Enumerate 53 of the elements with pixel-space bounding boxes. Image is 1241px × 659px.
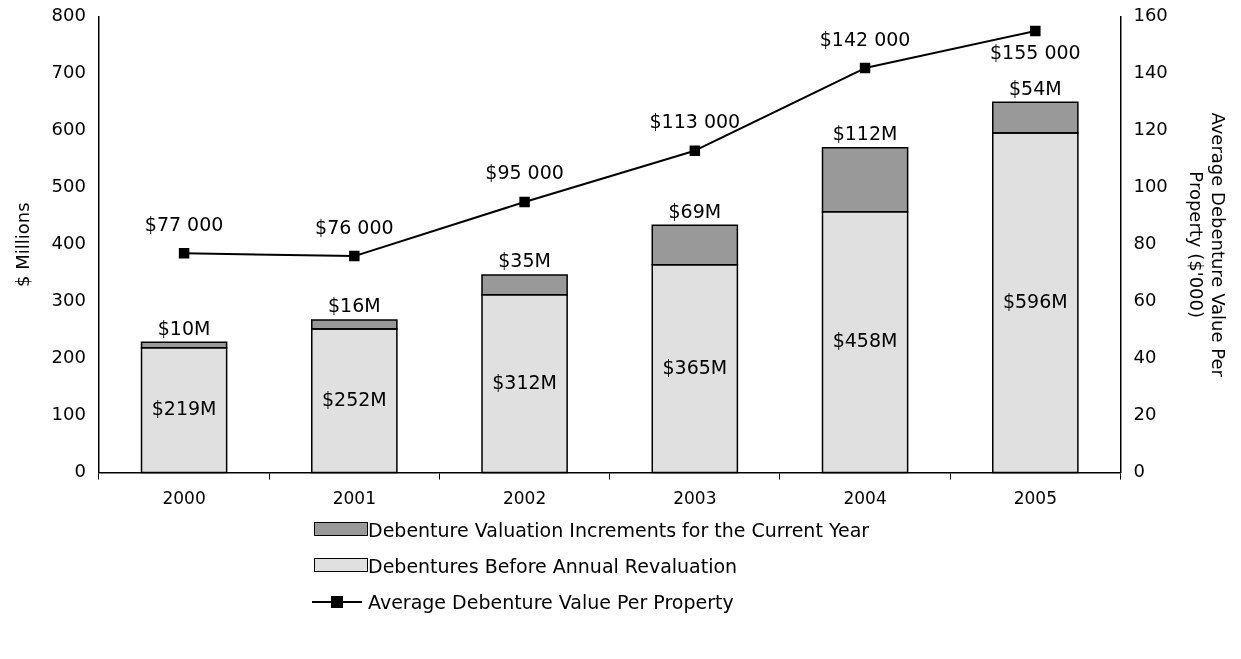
data-label: $252M	[321, 387, 387, 410]
x-tick-label: 2002	[502, 488, 547, 509]
point	[859, 62, 871, 74]
y-tick-label: 0	[74, 460, 86, 482]
y2-tick-label: 100	[1133, 175, 1168, 197]
data-label: $365M	[662, 355, 728, 378]
point	[519, 196, 530, 208]
point	[178, 248, 190, 259]
y-tick-label: 400	[51, 232, 86, 254]
y2-tick-label: 0	[1133, 460, 1145, 482]
data-label: $35M	[498, 249, 551, 272]
y-tick-label: 500	[51, 175, 86, 197]
annotation: $76 000	[315, 215, 394, 238]
point	[1030, 25, 1041, 37]
y-tick-label: 600	[51, 118, 86, 140]
y-tick-label: 800	[51, 4, 86, 26]
y-tick-label: 100	[51, 403, 86, 425]
data-label: $54M	[1008, 76, 1062, 99]
x-tick-label: 2000	[162, 488, 206, 509]
legend-label: Debenture Valuation Increments for the Current Year	[368, 519, 870, 541]
y2-tick-label: 40	[1133, 346, 1157, 368]
y-tick-label: 200	[51, 346, 86, 368]
data-label: $219M	[151, 397, 217, 420]
y-tick-label: 300	[51, 289, 86, 311]
point	[689, 145, 701, 156]
y-tick-label: 700	[51, 61, 86, 83]
data-label: $10M	[157, 316, 211, 339]
annotation: $77 000	[144, 212, 224, 235]
annotation: $155 000	[989, 41, 1081, 64]
annotation: $142 000	[819, 27, 911, 50]
point	[349, 250, 360, 262]
y2-tick-label: 60	[1133, 289, 1157, 311]
legend-label: Average Debenture Value Per Property	[368, 591, 734, 613]
y2-tick-label: 120	[1133, 118, 1168, 140]
legend-label: Debentures Before Annual Revaluation	[368, 555, 738, 577]
annotation: $95 000	[485, 161, 564, 184]
data-label: $596M	[1002, 289, 1068, 312]
y2-tick-label: 80	[1133, 232, 1157, 254]
y2-tick-label: 140	[1133, 61, 1168, 83]
x-tick-label: 2005	[1013, 488, 1057, 509]
data-label: $69M	[668, 199, 722, 222]
data-label: $458M	[832, 329, 898, 352]
x-tick-label: 2003	[673, 488, 717, 509]
data-label: $112M	[832, 122, 898, 145]
y-axis-title: $ Millions	[12, 202, 34, 287]
y2-tick-label: 160	[1133, 4, 1168, 26]
y2-axis-title: Average Debenture Value Per Property ($'000)	[1185, 112, 1229, 378]
data-label: $16M	[327, 294, 381, 317]
y2-tick-label: 20	[1133, 403, 1157, 425]
data-label: $312M	[492, 370, 557, 393]
annotation: $113 000	[649, 110, 741, 133]
x-tick-label: 2001	[332, 488, 376, 509]
x-tick-label: 2004	[843, 488, 887, 509]
